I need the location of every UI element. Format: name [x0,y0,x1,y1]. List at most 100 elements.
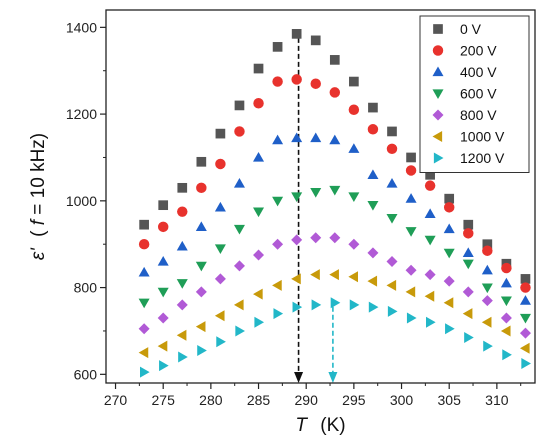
data-point [500,277,512,288]
data-point [176,279,188,289]
data-point [195,286,207,298]
data-point [253,151,265,162]
x-tick-label: 295 [342,392,366,408]
data-point [387,126,397,137]
data-point [215,158,226,170]
y-axis: 600 800 1000 1200 1400 [66,19,106,382]
data-point [367,201,379,211]
data-point [310,78,321,89]
legend-label: 800 V [460,107,497,123]
data-point [349,299,360,311]
data-point [520,282,531,293]
data-point [291,132,303,143]
data-point [176,329,187,341]
data-point [329,134,341,145]
data-point [406,312,417,324]
data-point [177,182,188,193]
data-point [233,177,245,188]
data-point [521,357,531,369]
series-200v [138,74,531,293]
data-point [462,259,474,270]
data-point [178,351,188,363]
legend-item: 800 V [432,107,497,123]
data-point [406,152,416,163]
data-point [500,325,511,337]
data-point [462,308,473,320]
data-point [463,219,474,230]
data-point [311,299,322,311]
x-axis-label: T (K) [295,415,345,436]
data-point [500,296,512,307]
data-point [426,316,436,328]
data-point [272,42,283,52]
x-axis-symbol: T [295,415,308,436]
y-axis-paren-open: ( [28,230,49,237]
legend-item: 600 V [432,86,497,102]
data-point [405,165,417,176]
data-point [462,247,474,258]
data-point [138,238,150,250]
data-point [215,128,226,139]
data-point [443,248,455,259]
y-axis-frequency-symbol: f [28,218,49,225]
series-800v [138,232,531,339]
data-point [233,299,244,311]
y-tick-label: 1000 [66,193,97,209]
data-point [443,297,454,309]
data-point [481,316,492,328]
data-point [481,264,493,275]
legend-item: 1000 V [432,129,505,145]
data-point [443,223,455,234]
legend-item: 200 V [432,43,497,59]
legend: 0 V 200 V 400 V 600 V 800 V 1000 V 1200 V [419,15,530,173]
data-point [386,279,397,291]
data-point [310,35,321,46]
data-point [519,313,531,324]
data-point [330,297,341,309]
annotations [294,37,338,383]
data-point [329,232,341,244]
data-point [138,347,149,359]
data-point [520,274,531,284]
data-point [367,124,379,135]
data-point [348,104,360,115]
series-1200v [140,297,531,378]
x-tick-label: 275 [152,392,176,408]
data-point [519,327,531,339]
data-point [214,310,225,322]
legend-marker [433,24,443,34]
data-point [291,192,303,202]
data-point [463,228,474,239]
data-points [138,29,531,378]
data-point [157,256,169,266]
data-point [310,188,322,198]
data-point [291,234,303,246]
x-axis-unit: (K) [320,415,345,436]
y-axis-symbol: ε' [28,247,49,260]
data-point [386,143,398,155]
data-point [234,126,245,137]
data-point [368,301,379,313]
data-point [157,221,169,233]
legend-label: 1200 V [460,150,505,166]
data-point [464,331,474,343]
data-point [348,271,358,283]
data-point [235,325,245,337]
data-point [425,169,435,180]
data-point [291,74,302,85]
data-point [159,360,169,372]
data-point [253,63,264,74]
data-point [253,207,265,218]
data-point [254,316,265,328]
data-point [348,238,360,250]
annotation-arrowhead [328,372,338,383]
data-point [329,185,341,196]
series-400v [138,132,531,305]
data-point [386,256,398,268]
data-point [233,224,245,235]
x-axis: 270 275 280 285 290 295 300 305 310 [104,383,522,408]
data-point [138,266,150,277]
data-point [367,247,379,259]
data-point [233,260,245,272]
data-point [253,249,265,261]
